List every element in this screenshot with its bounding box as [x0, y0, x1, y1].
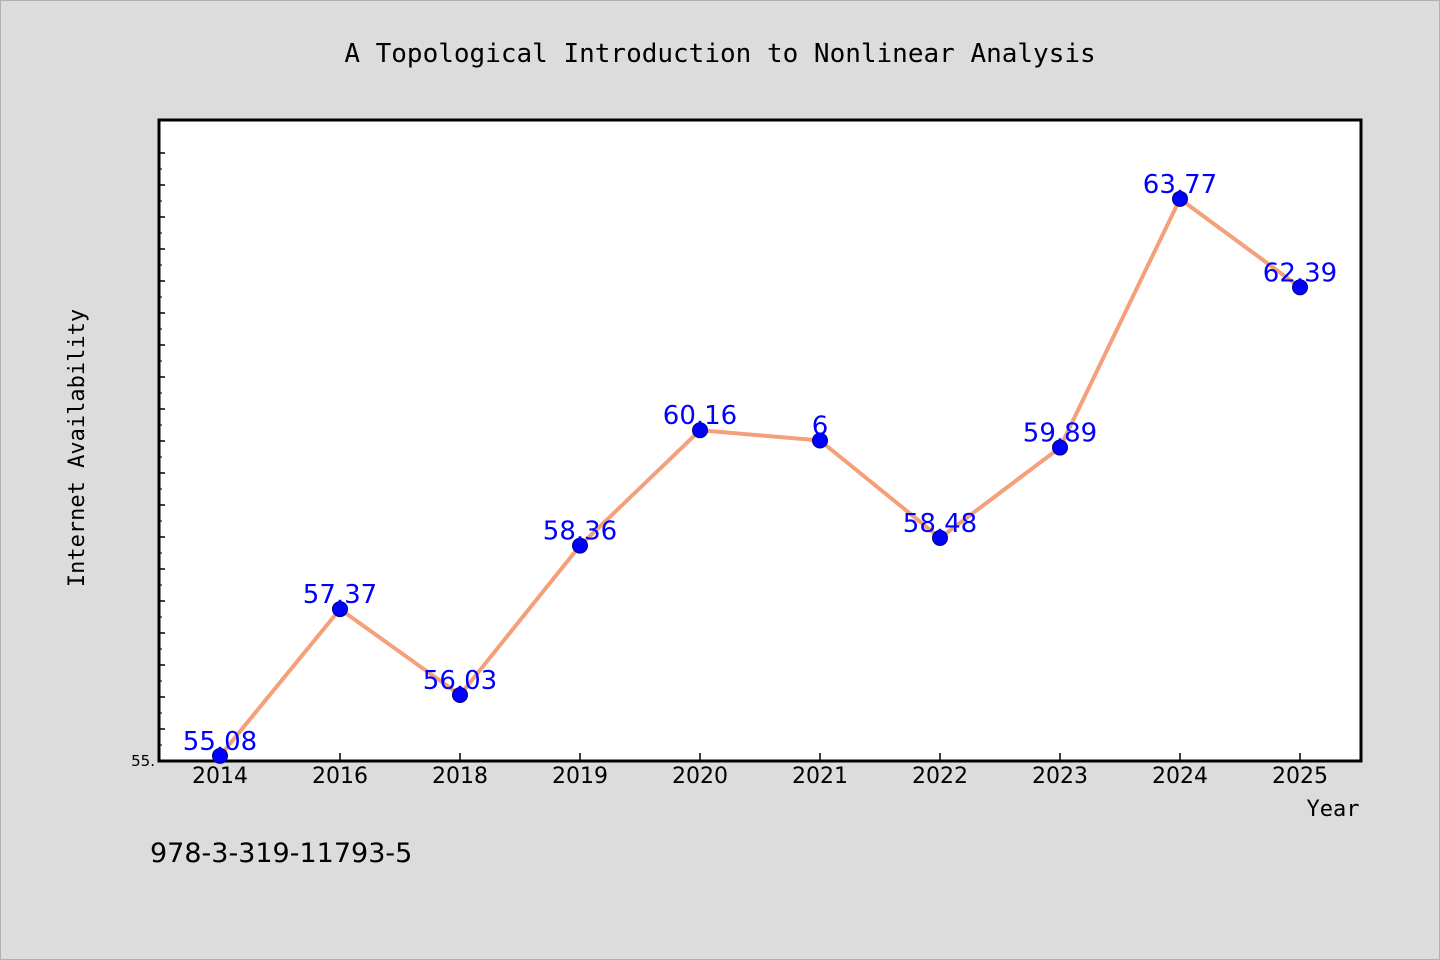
series-line — [218, 196, 1302, 758]
data-point — [692, 422, 708, 439]
data-label: 57.37 — [303, 580, 377, 610]
plot-area — [157, 118, 1363, 763]
data-label: 62.39 — [1263, 258, 1337, 288]
x-tick-label: 2016 — [312, 764, 368, 789]
data-label: 56.03 — [423, 666, 497, 696]
chart-title: A Topological Introduction to Nonlinear … — [344, 39, 1095, 69]
data-point — [332, 601, 348, 618]
data-label: 63.77 — [1143, 170, 1217, 200]
x-tick-label: 2022 — [912, 764, 968, 789]
x-tick-label: 2019 — [552, 764, 608, 789]
x-tick-label: 2018 — [432, 764, 488, 789]
y-tick-label: 55. — [131, 752, 155, 770]
x-tick-label: 2020 — [672, 764, 728, 789]
data-point — [1052, 439, 1068, 456]
data-labels: 55.08 57.37 56.03 58.36 60.16 6 58.48 59.89 63.7… — [183, 170, 1337, 757]
data-point — [1292, 279, 1308, 296]
data-label: 58.36 — [543, 517, 617, 547]
data-point — [452, 686, 468, 703]
x-axis-ticks: 2014 2016 2018 2019 2020 2021 2022 2023 2024 2025 — [192, 753, 1328, 789]
data-label: 58.48 — [903, 509, 977, 539]
y-axis-label: Internet Availability — [65, 309, 90, 587]
x-tick-label: 2014 — [192, 764, 248, 789]
x-axis-label: Year — [1307, 797, 1360, 822]
data-point — [572, 537, 588, 554]
data-label: 59.89 — [1023, 419, 1097, 449]
data-point — [1172, 190, 1188, 207]
data-points — [212, 190, 1308, 764]
x-tick-label: 2021 — [792, 764, 848, 789]
x-tick-label: 2025 — [1272, 764, 1328, 789]
data-label: 6 — [812, 412, 829, 442]
data-label: 55.08 — [183, 727, 257, 757]
data-point — [812, 432, 828, 449]
y-axis-ticks — [159, 152, 165, 746]
x-tick-label: 2023 — [1032, 764, 1088, 789]
data-point — [212, 747, 228, 764]
x-tick-label: 2024 — [1152, 764, 1208, 789]
isbn-footer: 978-3-319-11793-5 — [150, 838, 412, 869]
data-label: 60.16 — [663, 401, 737, 431]
data-point — [932, 529, 948, 546]
